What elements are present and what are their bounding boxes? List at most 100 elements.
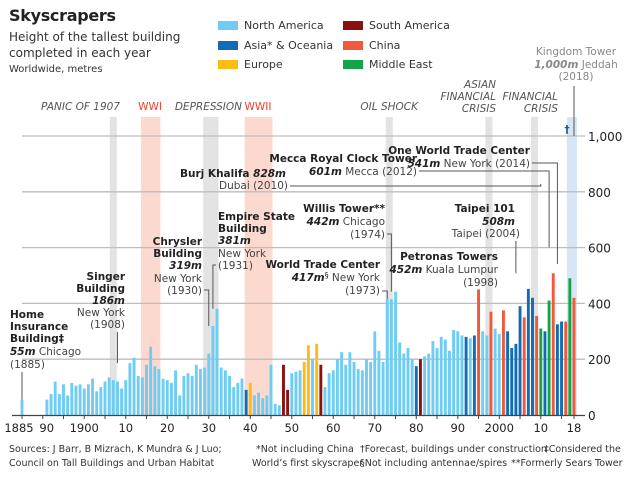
legend-swatch	[343, 41, 363, 50]
bar	[161, 378, 165, 415]
bar	[526, 288, 530, 415]
annotation-leaders	[21, 86, 575, 400]
owtc-name: One World Trade Center	[388, 145, 531, 157]
bar	[298, 370, 302, 415]
y-tick-label: 600	[588, 242, 611, 256]
annotations: PANIC OF 1907 WWI DEPRESSION WWII OIL SH…	[10, 46, 618, 371]
chrysler-name-2: Building	[153, 248, 202, 260]
bar	[165, 380, 169, 415]
bar	[377, 350, 381, 415]
bar	[410, 359, 414, 415]
bar	[107, 377, 111, 415]
event-label-wwii: WWII	[245, 101, 272, 113]
bar	[182, 375, 186, 415]
bar	[493, 328, 497, 415]
axes: 0 200 400 600 800 1,000 1885 90 1900 10 20 30 40 50 60…	[4, 130, 622, 435]
bar	[389, 299, 393, 415]
bar	[522, 317, 526, 415]
legend-label: Europe	[244, 58, 283, 71]
bar	[78, 384, 82, 415]
bar	[439, 336, 443, 415]
note-forecast: †Forecast, buildings under construction	[360, 444, 547, 455]
bar	[240, 378, 244, 415]
bar	[74, 385, 78, 415]
leader-owtc	[532, 162, 558, 265]
bar	[348, 352, 352, 415]
bar	[468, 338, 472, 415]
bar	[62, 384, 65, 415]
event-label-depression: DEPRESSION	[175, 101, 242, 113]
bar	[564, 321, 568, 415]
bar	[153, 366, 157, 415]
bar	[385, 298, 389, 415]
home-year: (1885)	[10, 359, 45, 371]
empire-city: New York	[218, 248, 267, 260]
bar	[186, 373, 190, 415]
event-label-financial-2: CRISIS	[524, 103, 558, 115]
y-tick-label: 0	[588, 409, 596, 423]
owtc-detail: 541m New York (2014)	[407, 158, 530, 170]
bar	[190, 375, 194, 415]
bar	[352, 361, 356, 415]
bar	[423, 356, 427, 415]
legend-swatch	[218, 41, 238, 50]
bar	[402, 353, 406, 415]
bar	[489, 311, 493, 415]
chrysler-height: 319m	[169, 260, 202, 272]
x-tick-label: 90	[450, 421, 465, 435]
bar	[398, 342, 402, 415]
mecca-detail: 601m Mecca (2012)	[309, 166, 417, 178]
legend-label: Middle East	[369, 58, 433, 71]
bar	[418, 359, 422, 415]
empire-height: 381m	[218, 235, 251, 247]
singer-city: New York	[77, 307, 126, 319]
singer-name-1: Singer	[87, 271, 126, 283]
bar	[169, 382, 173, 415]
bar	[539, 328, 543, 415]
wtc-name: World Trade Center	[265, 259, 380, 271]
empire-name-2: Building	[218, 223, 267, 235]
note-china: *Not including China	[256, 444, 354, 455]
legend-swatch	[343, 21, 363, 30]
legend-item-south-america: South America	[343, 19, 450, 32]
bar	[269, 364, 273, 415]
bar	[248, 382, 252, 415]
legend-item-china: China	[343, 39, 400, 52]
bar	[273, 403, 277, 415]
x-tick-label: 1885	[4, 421, 33, 435]
home-detail: 55m Chicago	[10, 346, 81, 358]
burj-name: Burj Khalifa 828m	[180, 168, 286, 180]
bar	[572, 297, 576, 415]
x-tick-label: 18	[567, 421, 582, 435]
note-sears: **Formerly Sears Tower	[511, 458, 623, 469]
kingdom-detail: 1,000m Jeddah	[534, 59, 617, 71]
bar	[472, 335, 476, 415]
bar	[145, 364, 148, 415]
bar	[252, 395, 256, 415]
chart-subtitle-line1: Height of the tallest building	[9, 30, 181, 44]
event-label-wwi: WWI	[138, 101, 162, 113]
bar	[128, 363, 132, 415]
bar	[207, 353, 211, 415]
wtc-detail: 417m§ New York	[291, 271, 381, 284]
event-band	[244, 117, 273, 415]
home-name-3: Building‡	[10, 333, 64, 345]
bar	[481, 331, 485, 415]
bar	[311, 359, 314, 415]
event-label-asian-2: FINANCIAL	[441, 91, 497, 103]
taipei-name: Taipei 101	[455, 203, 515, 215]
y-tick-label: 800	[588, 186, 611, 200]
bar	[203, 367, 207, 415]
legend-item-asia-oceania: Asia* & Oceania	[218, 39, 333, 52]
bar	[340, 352, 344, 415]
bar	[103, 381, 107, 415]
bar	[174, 370, 178, 415]
home-name-1: Home	[10, 309, 44, 321]
x-tick-label: 1900	[70, 421, 99, 435]
leader-empire	[212, 264, 216, 309]
bar	[531, 297, 534, 415]
y-tick-label: 200	[588, 353, 611, 367]
bar	[506, 331, 510, 415]
x-tick-label: 90	[39, 421, 54, 435]
legend-label: North America	[244, 19, 324, 32]
